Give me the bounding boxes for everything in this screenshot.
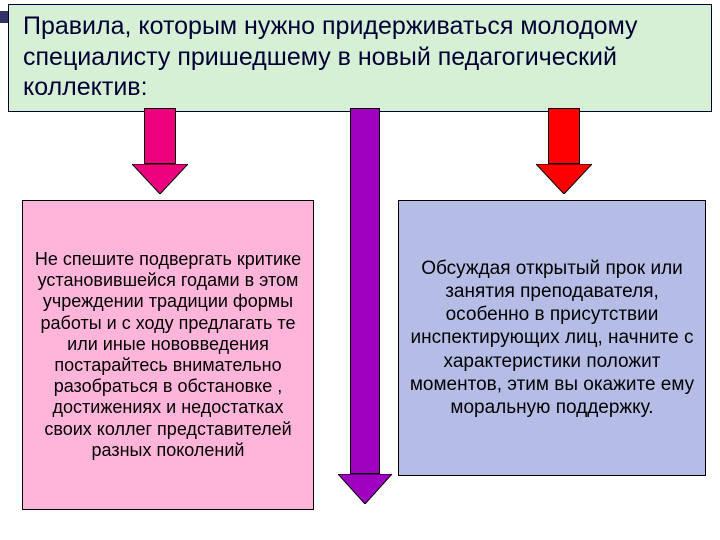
arrow-right-shaft: [548, 108, 580, 164]
arrow-left-head: [132, 164, 188, 194]
arrow-center-head: [338, 474, 392, 504]
arrow-center-shaft: [350, 108, 380, 474]
arrow-right-head: [536, 164, 592, 194]
arrow-right: [536, 108, 592, 194]
left-card-text: Не спешите подвергать критике установивш…: [29, 249, 307, 461]
arrow-left: [132, 108, 188, 194]
right-card: Обсуждая открытый прок или занятия препо…: [398, 200, 706, 476]
arrow-center: [338, 108, 392, 504]
arrow-left-shaft: [144, 108, 176, 164]
right-card-text: Обсуждая открытый прок или занятия препо…: [407, 257, 697, 419]
header-text: Правила, которым нужно придерживаться мо…: [23, 11, 697, 103]
header-box: Правила, которым нужно придерживаться мо…: [8, 4, 712, 112]
left-card: Не спешите подвергать критике установивш…: [22, 200, 314, 510]
